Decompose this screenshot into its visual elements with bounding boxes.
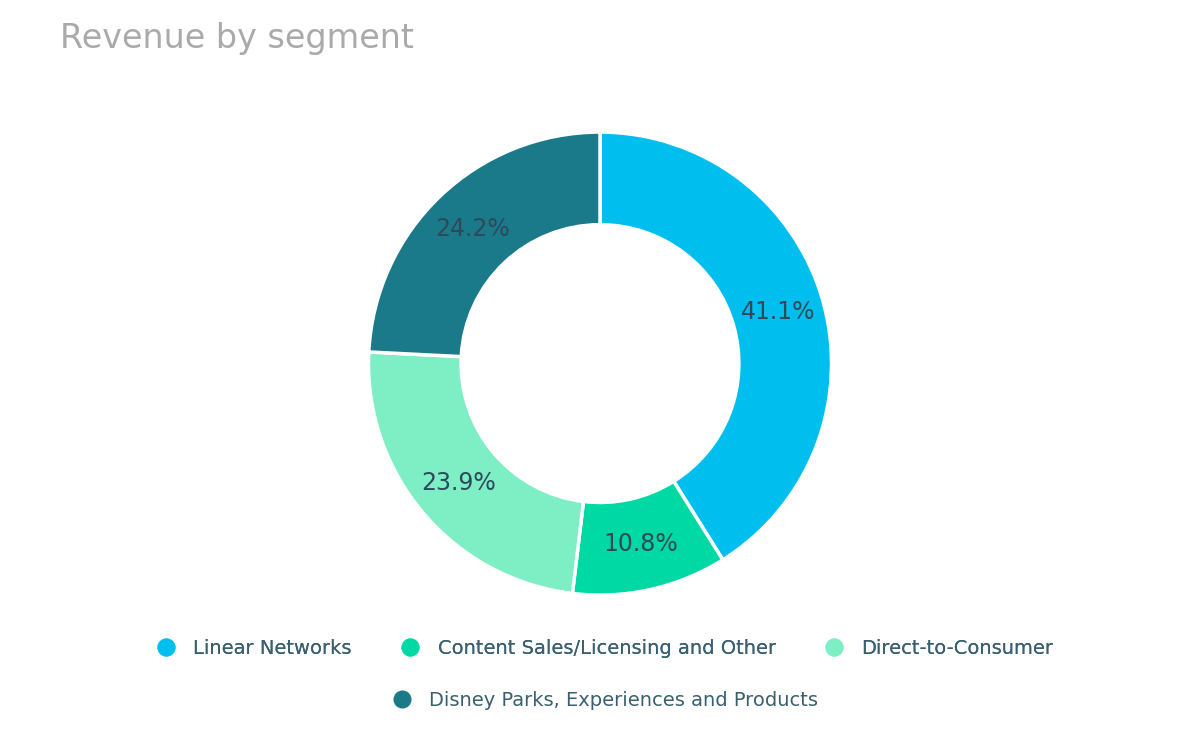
Text: 23.9%: 23.9% — [421, 471, 496, 495]
Wedge shape — [368, 132, 600, 357]
Text: Revenue by segment: Revenue by segment — [60, 22, 414, 55]
Text: 24.2%: 24.2% — [434, 217, 510, 241]
Wedge shape — [600, 132, 832, 559]
Wedge shape — [572, 482, 722, 595]
Wedge shape — [368, 352, 583, 594]
Text: 41.1%: 41.1% — [740, 301, 815, 324]
Legend: Linear Networks, Content Sales/Licensing and Other, Direct-to-Consumer: Linear Networks, Content Sales/Licensing… — [139, 631, 1061, 666]
Text: 10.8%: 10.8% — [604, 532, 678, 556]
Legend: Disney Parks, Experiences and Products: Disney Parks, Experiences and Products — [374, 683, 826, 718]
